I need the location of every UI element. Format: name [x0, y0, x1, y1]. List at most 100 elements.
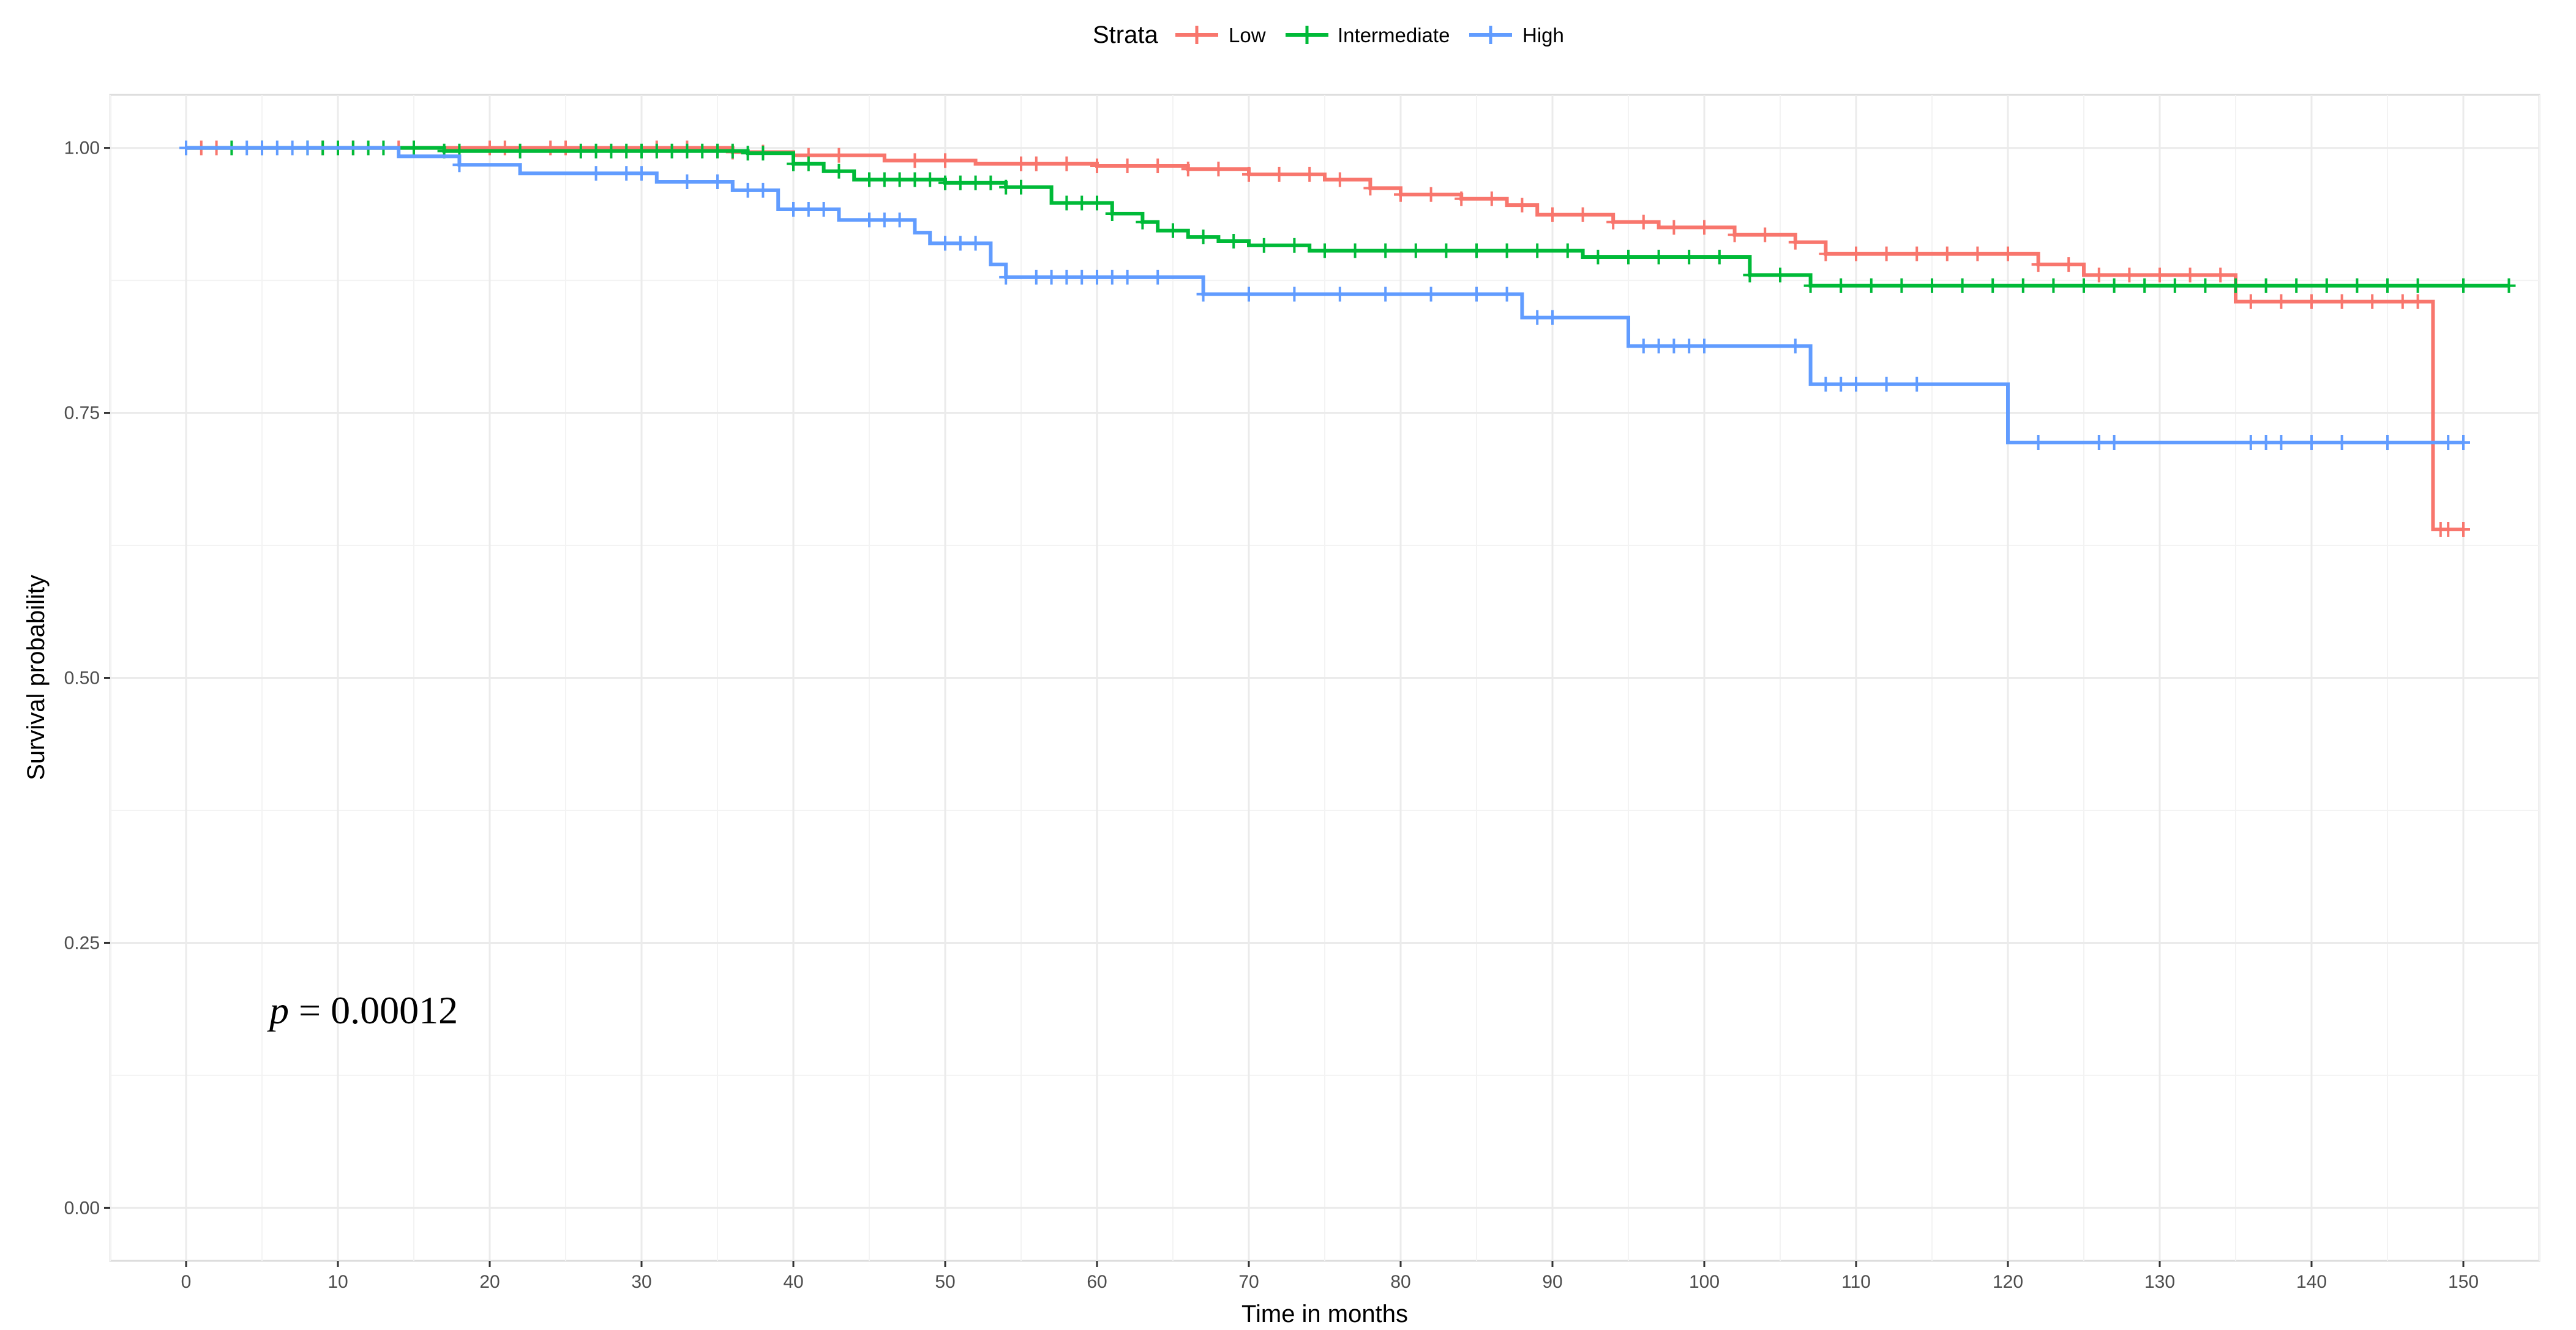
censor-mark-high: [741, 182, 755, 198]
censor-mark-high: [877, 212, 891, 228]
censor-mark-intermediate: [2046, 278, 2061, 293]
censor-mark-low: [1424, 187, 1438, 202]
censor-mark-low: [1060, 156, 1074, 171]
censor-mark-intermediate: [1652, 250, 1666, 264]
censor-mark-low: [1606, 214, 1620, 230]
censor-mark-intermediate: [984, 175, 998, 190]
censor-mark-high: [635, 166, 648, 181]
x-tick-label: 90: [1542, 1272, 1562, 1292]
censor-mark-high: [2092, 435, 2106, 450]
y-tick-label: 0.50: [64, 668, 100, 689]
censor-mark-low: [1014, 156, 1028, 171]
y-tick-label: 0.75: [64, 403, 100, 424]
censor-mark-intermediate: [513, 143, 527, 159]
censor-mark-low: [1728, 227, 1742, 242]
legend-label-intermediate: Intermediate: [1338, 24, 1450, 47]
censor-mark-intermediate: [1773, 267, 1787, 283]
censor-mark-intermediate: [604, 143, 618, 159]
censor-mark-low: [832, 148, 846, 163]
series-layer: [179, 140, 2516, 537]
censor-mark-low: [1879, 246, 1893, 261]
legend-item-high: High: [1469, 24, 1564, 47]
censor-mark-low: [1667, 220, 1681, 235]
censor-mark-high: [680, 174, 694, 189]
censor-mark-high: [1090, 269, 1104, 285]
censor-mark-high: [1530, 310, 1544, 325]
censor-mark-intermediate: [801, 156, 815, 171]
censor-mark-intermediate: [711, 143, 724, 159]
censor-mark-low: [2411, 294, 2425, 309]
x-tick-label: 70: [1238, 1272, 1259, 1292]
censor-mark-high: [756, 182, 770, 198]
censor-mark-high: [2031, 435, 2045, 450]
censor-mark-intermediate: [1166, 223, 1180, 238]
censor-mark-intermediate: [1409, 243, 1423, 258]
censor-mark-intermediate: [756, 146, 770, 161]
censor-mark-high: [1029, 269, 1043, 285]
censor-mark-high: [301, 140, 315, 155]
censor-mark-low: [1242, 166, 1256, 182]
censor-mark-intermediate: [1682, 250, 1696, 264]
censor-mark-high: [1636, 338, 1650, 354]
censor-mark-low: [2365, 294, 2379, 309]
censor-mark-intermediate: [877, 172, 891, 187]
censor-mark-low: [2031, 257, 2045, 272]
censor-mark-low: [2395, 294, 2409, 309]
censor-mark-intermediate: [635, 143, 648, 159]
censor-mark-intermediate: [787, 156, 800, 171]
p-value-annotation: p = 0.00012: [267, 988, 458, 1032]
censor-mark-low: [1181, 162, 1195, 177]
censor-mark-high: [2305, 435, 2318, 450]
censor-mark-intermediate: [2107, 278, 2121, 293]
censor-mark-intermediate: [1227, 234, 1241, 248]
censor-mark-intermediate: [574, 143, 588, 159]
censor-mark-intermediate: [1955, 278, 1969, 293]
censor-mark-intermediate: [2229, 278, 2242, 293]
censor-mark-low: [1698, 220, 1711, 235]
censor-mark-low: [1940, 246, 1954, 261]
censor-mark-high: [2441, 435, 2455, 450]
censor-mark-low: [908, 153, 922, 168]
censor-mark-intermediate: [1622, 250, 1635, 264]
censor-mark-high: [2274, 435, 2288, 450]
censor-mark-intermediate: [1105, 206, 1119, 221]
censor-mark-low: [1910, 246, 1924, 261]
censor-mark-high: [1910, 376, 1924, 392]
censor-mark-low: [2001, 246, 2015, 261]
censor-mark-intermediate: [968, 175, 983, 190]
grid-major: [110, 95, 2539, 1261]
censor-mark-intermediate: [725, 143, 739, 159]
censor-mark-intermediate: [1500, 243, 1514, 258]
censor-mark-high: [801, 202, 815, 217]
censor-mark-low: [1120, 159, 1134, 173]
censor-mark-intermediate: [1257, 237, 1271, 253]
legend-item-low: Low: [1175, 24, 1266, 47]
censor-mark-low: [2122, 267, 2136, 283]
censor-mark-intermediate: [2320, 278, 2334, 293]
x-tick-label: 10: [328, 1272, 348, 1292]
x-tick-label: 140: [2296, 1272, 2327, 1292]
censor-mark-intermediate: [2259, 278, 2273, 293]
p-symbol: p: [267, 988, 289, 1032]
censor-mark-intermediate: [1743, 267, 1757, 283]
censor-mark-high: [1470, 286, 1483, 302]
censor-mark-high: [2381, 435, 2394, 450]
censor-mark-low: [1090, 159, 1104, 173]
y-tick-label: 1.00: [64, 138, 100, 159]
censor-mark-intermediate: [1060, 195, 1074, 211]
censor-mark-low: [2062, 257, 2076, 272]
censor-mark-intermediate: [2411, 278, 2425, 293]
censor-mark-high: [2244, 435, 2258, 450]
censor-mark-intermediate: [2077, 278, 2091, 293]
censor-mark-low: [938, 153, 952, 168]
censor-mark-high: [285, 140, 299, 155]
censor-mark-high: [620, 166, 634, 181]
x-axis-title: Time in months: [1241, 1301, 1408, 1328]
censor-mark-low: [1455, 191, 1469, 206]
censor-mark-intermediate: [1834, 278, 1848, 293]
censor-mark-intermediate: [620, 143, 634, 159]
censor-mark-high: [863, 212, 876, 228]
censor-mark-high: [1151, 269, 1165, 285]
censor-mark-low: [2214, 267, 2228, 283]
y-axis: 0.00 0.25 0.50 0.75 1.00: [64, 138, 110, 1218]
